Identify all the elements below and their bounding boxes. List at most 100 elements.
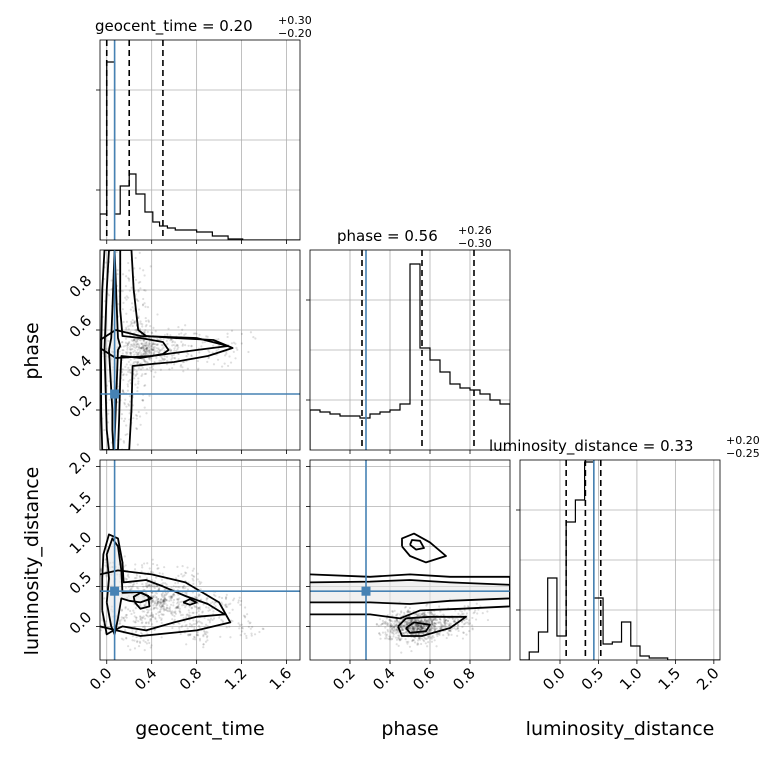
scatter-point (123, 417, 127, 420)
scatter-point (416, 627, 419, 630)
scatter-point (411, 627, 415, 631)
scatter-point (124, 615, 127, 618)
scatter-point (180, 332, 183, 335)
scatter-point (433, 639, 436, 642)
scatter-point (195, 621, 199, 624)
scatter-point (157, 587, 161, 590)
scatter-point (462, 631, 465, 634)
scatter-point (414, 636, 417, 639)
scatter-point (177, 598, 180, 602)
scatter-point (400, 651, 403, 654)
scatter-point (415, 625, 418, 628)
scatter-point (396, 628, 399, 631)
title-luminosity-distance-plus: +0.20 (726, 434, 760, 447)
scatter-point (434, 626, 437, 629)
scatter-point (160, 617, 163, 620)
scatter-point (418, 623, 421, 626)
scatter-point (130, 587, 133, 590)
scatter-point (385, 633, 389, 636)
scatter-point (151, 348, 154, 352)
scatter-point (406, 610, 409, 613)
scatter-point (133, 360, 136, 364)
scatter-point (408, 615, 411, 618)
scatter-point (124, 344, 127, 347)
scatter-point (200, 622, 204, 625)
scatter-point (409, 618, 412, 621)
scatter-point (130, 339, 133, 342)
scatter-point (176, 602, 179, 605)
scatter-point (127, 325, 130, 328)
scatter-point (165, 339, 168, 343)
scatter-point (156, 313, 159, 316)
scatter-point (138, 346, 141, 349)
scatter-point (177, 606, 180, 609)
scatter-point (396, 636, 399, 640)
contour-3-3 (100, 329, 229, 359)
scatter-point (179, 600, 182, 604)
scatter-point (193, 635, 196, 638)
contour-5-2 (397, 615, 467, 637)
ylabel-phase: phase (21, 322, 43, 379)
scatter-point (156, 343, 159, 346)
scatter-point (246, 613, 249, 616)
scatter-point (168, 609, 171, 613)
scatter-point (133, 339, 136, 342)
scatter-point (423, 613, 426, 616)
scatter-point (177, 606, 180, 610)
scatter-point (148, 357, 151, 361)
scatter-point (110, 279, 113, 282)
scatter-point (430, 620, 434, 623)
scatter-point (161, 604, 164, 608)
scatter-point (456, 634, 459, 637)
scatter-point (423, 624, 426, 627)
scatter-point (162, 359, 165, 362)
scatter-point (172, 593, 175, 596)
scatter-point (131, 306, 134, 309)
scatter-point (169, 610, 172, 613)
scatter-point (207, 618, 210, 621)
scatter-point (442, 625, 445, 628)
scatter-point (225, 593, 228, 597)
scatter-point (138, 576, 142, 579)
scatter-point (176, 344, 179, 347)
scatter-point (187, 634, 190, 637)
scatter-point (417, 636, 420, 639)
scatter-point (144, 350, 147, 353)
scatter-point (457, 618, 460, 621)
scatter-point (428, 628, 431, 631)
scatter-point (418, 628, 422, 632)
scatter-point (422, 620, 425, 624)
scatter-point (425, 604, 428, 607)
scatter-point (146, 581, 149, 584)
scatter-point (143, 617, 147, 620)
scatter-point (137, 289, 140, 292)
scatter-point (152, 375, 156, 378)
scatter-cloud-3 (100, 250, 257, 450)
scatter-point (164, 608, 168, 611)
scatter-point (151, 599, 154, 602)
scatter-point (445, 619, 448, 622)
scatter-point (133, 615, 136, 618)
scatter-point (171, 593, 175, 596)
scatter-point (146, 305, 150, 309)
scatter-point (128, 369, 131, 372)
scatter-point (381, 622, 384, 626)
scatter-point (410, 618, 413, 621)
scatter-point (177, 346, 180, 349)
scatter-point (170, 612, 173, 615)
scatter-point (198, 606, 202, 609)
scatter-point (152, 604, 155, 607)
scatter-point (175, 598, 179, 601)
xtick-label-luminosity_distance-2: 1.0 (616, 664, 646, 694)
scatter-point (436, 634, 439, 638)
scatter-point (148, 351, 151, 354)
scatter-point (118, 350, 121, 353)
panel-content-1 (310, 250, 510, 450)
scatter-point (438, 625, 441, 629)
scatter-point (151, 615, 154, 619)
scatter-point (123, 403, 126, 406)
scatter-point (245, 636, 248, 640)
scatter-point (150, 369, 153, 373)
scatter-point (174, 607, 177, 610)
scatter-point (160, 598, 163, 601)
